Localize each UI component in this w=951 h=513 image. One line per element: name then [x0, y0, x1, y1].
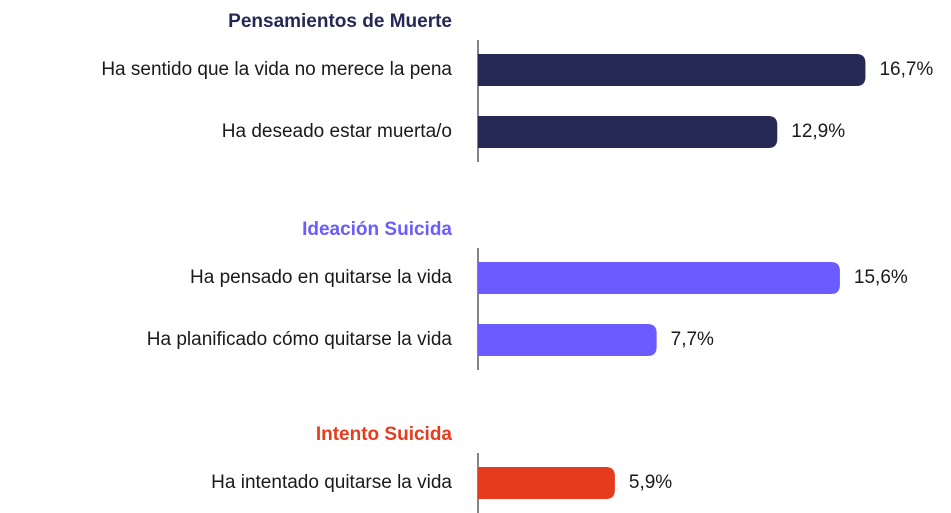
- value-label: 7,7%: [671, 329, 714, 350]
- bar: [478, 116, 778, 148]
- value-label: 5,9%: [629, 472, 672, 493]
- group-title: Intento Suicida: [316, 424, 453, 445]
- value-label: 12,9%: [791, 121, 845, 142]
- value-label: 15,6%: [854, 267, 908, 288]
- category-label: Ha intentado quitarse la vida: [211, 472, 452, 493]
- bar: [478, 262, 840, 294]
- category-label: Ha sentido que la vida no merece la pena: [101, 59, 452, 80]
- group-title: Pensamientos de Muerte: [228, 11, 452, 32]
- bar: [478, 467, 615, 499]
- value-label: 16,7%: [879, 59, 933, 80]
- bar: [478, 54, 866, 86]
- category-label: Ha planificado cómo quitarse la vida: [147, 329, 453, 350]
- category-label: Ha pensado en quitarse la vida: [190, 267, 452, 288]
- category-label: Ha deseado estar muerta/o: [222, 121, 452, 142]
- group-title: Ideación Suicida: [302, 219, 452, 240]
- bar: [478, 324, 657, 356]
